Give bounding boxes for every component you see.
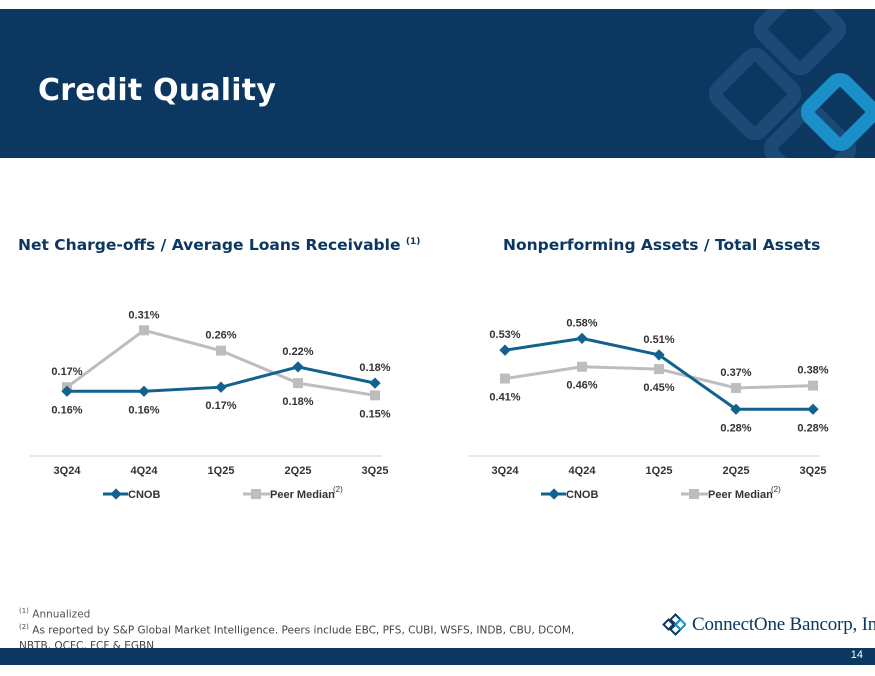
peer-data-label: 0.31% (128, 309, 159, 321)
x-tick-label: 3Q24 (54, 465, 82, 477)
cnob-data-label: 0.28% (720, 422, 751, 434)
cnob-point (292, 361, 304, 373)
peer-point (216, 345, 226, 356)
legend-peer-sup: (2) (333, 485, 343, 494)
x-tick-label: 4Q24 (131, 465, 159, 477)
peer-data-label: 0.15% (359, 408, 390, 420)
peer-data-label: 0.37% (720, 367, 751, 379)
cnob-data-label: 0.22% (282, 346, 313, 358)
right-chart-title-text: Nonperforming Assets / Total Assets (503, 236, 821, 254)
page-number: 14 (850, 649, 863, 661)
cnob-point (730, 403, 742, 415)
x-tick-label: 2Q25 (285, 465, 312, 477)
footnotes: (1) Annualized (2) As reported by S&P Gl… (19, 603, 574, 654)
footnote-2-marker: (2) (19, 622, 29, 631)
peer-data-label: 0.46% (566, 380, 597, 392)
decorative-diamonds-icon (708, 9, 875, 158)
net-charge-offs-chart: 3Q24 4Q24 1Q25 2Q25 3Q25 0.16% 0.16% 0.17% 0.22%… (30, 309, 391, 501)
cnob-data-label: 0.18% (359, 362, 390, 374)
peer-point (654, 364, 664, 375)
left-chart-title-sup: (1) (405, 236, 421, 247)
cnob-point (576, 332, 588, 345)
peer-point (293, 378, 303, 389)
peer-data-label: 0.38% (797, 365, 828, 377)
legend-cnob-marker (548, 488, 560, 500)
peer-data-label: 0.26% (205, 330, 236, 342)
legend-cnob-label: CNOB (566, 489, 598, 501)
peer-point (370, 390, 380, 401)
x-tick-label: 4Q24 (569, 465, 597, 477)
peer-data-label: 0.18% (282, 396, 313, 408)
peer-point (577, 361, 587, 372)
left-chart-title: Net Charge-offs / Average Loans Receivab… (18, 236, 420, 254)
cnob-point (807, 403, 819, 415)
x-tick-label: 1Q25 (646, 465, 673, 477)
company-logo: ConnectOne Bancorp, Inc. (662, 613, 875, 637)
peer-data-label: 0.41% (489, 392, 520, 404)
cnob-point (499, 344, 511, 356)
page-title: Credit Quality (38, 73, 277, 108)
x-tick-label: 1Q25 (208, 465, 235, 477)
cnob-point (369, 377, 381, 389)
left-chart-title-text: Net Charge-offs / Average Loans Receivab… (18, 236, 401, 254)
footnote-1-marker: (1) (19, 607, 29, 615)
footnote-1-text: Annualized (32, 608, 91, 621)
cnob-point (215, 381, 227, 393)
legend-peer-marker (251, 489, 261, 499)
cnob-data-label: 0.17% (205, 400, 236, 412)
footnote-2: (2) As reported by S&P Global Market Int… (19, 619, 574, 639)
cnob-data-label: 0.28% (797, 422, 828, 434)
logo-text: ConnectOne Bancorp, Inc. (692, 614, 875, 635)
x-tick-label: 3Q24 (492, 465, 520, 477)
legend-peer-marker (689, 489, 699, 499)
footer-bar: 14 (0, 648, 875, 665)
peer-point (500, 373, 510, 384)
legend-peer-label: Peer Median (270, 489, 335, 501)
legend-cnob-marker (110, 488, 122, 500)
legend-cnob-label: CNOB (128, 489, 160, 501)
cnob-data-label: 0.16% (128, 404, 159, 416)
peer-point (139, 325, 149, 336)
footnote-2-line1: As reported by S&P Global Market Intelli… (32, 624, 575, 636)
peer-point (808, 380, 818, 391)
cnob-data-label: 0.53% (489, 329, 520, 341)
cnob-point (138, 385, 150, 397)
legend-peer-sup: (2) (771, 485, 781, 494)
header-banner: Credit Quality (0, 9, 875, 158)
cnob-data-label: 0.58% (566, 317, 597, 329)
x-tick-label: 2Q25 (723, 465, 750, 477)
x-tick-label: 3Q25 (362, 465, 389, 477)
peer-data-label: 0.45% (643, 382, 674, 394)
footnote-1: (1) Annualized (19, 603, 574, 623)
peer-data-label: 0.17% (51, 366, 82, 378)
x-tick-label: 3Q25 (800, 465, 827, 477)
nonperforming-assets-chart: 3Q24 4Q24 1Q25 2Q25 3Q25 0.53% 0.58% 0.51% 0.28%… (468, 317, 829, 501)
cnob-data-label: 0.16% (51, 404, 82, 416)
legend-peer-label: Peer Median (708, 489, 773, 501)
connectone-diamond-logo-icon (662, 613, 686, 636)
cnob-data-label: 0.51% (643, 334, 674, 346)
peer-point (731, 383, 741, 393)
right-chart-title: Nonperforming Assets / Total Assets (503, 236, 820, 254)
